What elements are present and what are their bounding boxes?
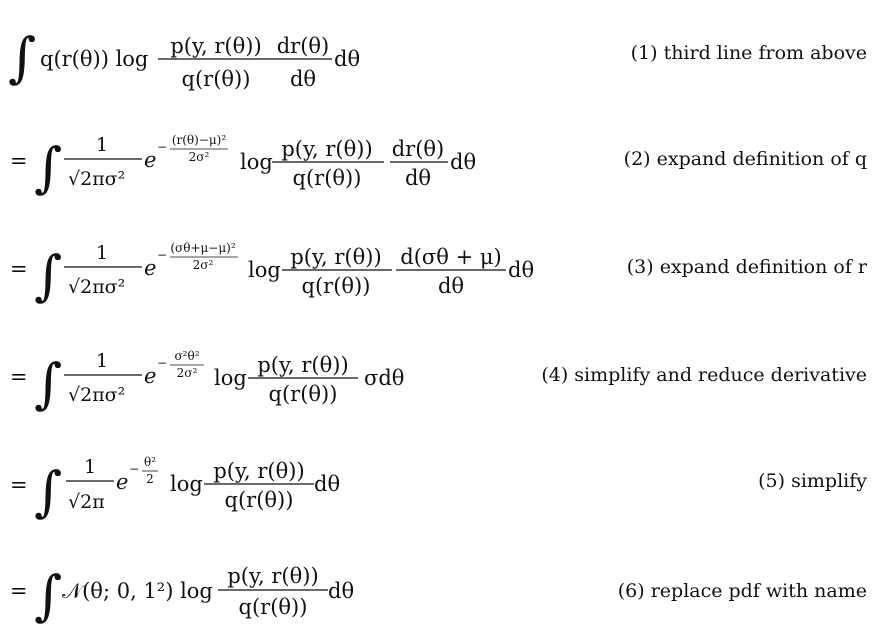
equation-2-label: (2) expand definition of q: [623, 148, 867, 170]
log-denominator: q(r(θ)): [225, 488, 294, 512]
equation-1-tail: dθ: [334, 47, 360, 71]
exp-base: e: [144, 148, 156, 172]
log-numerator: p(y, r(θ)): [257, 353, 348, 377]
equation-1-lead: q(r(θ)) log: [40, 47, 148, 71]
equation-row-4: = ∫ 1 √2πσ² e − σ²θ² 2σ² log p(y, r(θ)) …: [0, 340, 885, 420]
exp-denominator: 2σ²: [189, 150, 210, 164]
equals-sign: =: [10, 365, 28, 389]
exp-base: e: [144, 364, 156, 388]
exp-sign: −: [129, 462, 139, 476]
equation-row-5: = ∫ 1 √2π e − θ² 2 log p(y, r(θ)) q(r(θ)…: [0, 446, 885, 526]
log-numerator: p(y, r(θ)): [227, 564, 318, 588]
log-denominator: q(r(θ)): [269, 382, 338, 406]
density-numerator: 1: [96, 242, 108, 264]
integral-sign: ∫: [34, 564, 62, 627]
equation-4-formula: = ∫ 1 √2πσ² e − σ²θ² 2σ² log p(y, r(θ)) …: [0, 340, 480, 420]
equation-5-tail: dθ: [314, 472, 340, 496]
log-numerator: p(y, r(θ)): [281, 137, 372, 161]
integral-sign: ∫: [8, 26, 36, 89]
log-denominator: q(r(θ)): [239, 595, 308, 619]
exp-base: e: [144, 256, 156, 280]
log-numerator: p(y, r(θ)): [213, 459, 304, 483]
exp-denominator: 2: [146, 472, 154, 486]
density-denominator: √2πσ²: [68, 384, 125, 406]
equation-5-label: (5) simplify: [758, 470, 867, 492]
equals-sign: =: [10, 257, 28, 281]
equation-3-label: (3) expand definition of r: [626, 256, 867, 278]
derivative-denominator: dθ: [290, 67, 316, 91]
equation-6-formula: = ∫ 𝒩(θ; 0, 1²) log p(y, r(θ)) q(r(θ)) d…: [0, 552, 420, 632]
exp-numerator: (σθ+μ−μ)²: [170, 241, 235, 255]
equation-2-lead: log: [240, 150, 273, 174]
density-denominator: √2π: [68, 491, 105, 513]
equals-sign: =: [10, 149, 28, 173]
equation-4-tail: σdθ: [364, 366, 404, 390]
exp-numerator: (r(θ)−μ)²: [172, 133, 227, 147]
equals-sign: =: [10, 473, 28, 497]
equation-row-6: = ∫ 𝒩(θ; 0, 1²) log p(y, r(θ)) q(r(θ)) d…: [0, 552, 885, 632]
equation-4-lead: log: [214, 366, 247, 390]
log-denominator: q(r(θ)): [293, 166, 362, 190]
equation-row-2: = ∫ 1 √2πσ² e − (r(θ)−μ)² 2σ² log p(y, r…: [0, 124, 885, 204]
density-denominator: √2πσ²: [68, 276, 125, 298]
derivative-numerator: dr(θ): [392, 137, 445, 161]
equation-1-formula: ∫ q(r(θ)) log p(y, r(θ)) q(r(θ)) dr(θ) d…: [0, 14, 520, 94]
derivative-numerator: dr(θ): [277, 34, 330, 58]
equation-3-lead: log: [248, 258, 281, 282]
exp-denominator: 2σ²: [177, 366, 198, 380]
equation-row-3: = ∫ 1 √2πσ² e − (σθ+μ−μ)² 2σ² log p(y, r…: [0, 232, 885, 312]
density-numerator: 1: [96, 350, 108, 372]
density-denominator: √2πσ²: [68, 168, 125, 190]
equation-4-label: (4) simplify and reduce derivative: [541, 364, 867, 386]
log-denominator: q(r(θ)): [302, 274, 371, 298]
log-numerator: p(y, r(θ)): [290, 245, 381, 269]
integral-sign: ∫: [34, 136, 62, 199]
equation-2-formula: = ∫ 1 √2πσ² e − (r(θ)−μ)² 2σ² log p(y, r…: [0, 124, 560, 204]
integral-sign: ∫: [34, 352, 62, 415]
derivative-denominator: dθ: [438, 274, 464, 298]
equation-1-label: (1) third line from above: [630, 42, 867, 64]
exp-sign: −: [157, 248, 167, 262]
density-numerator: 1: [96, 134, 108, 156]
equation-5-lead: log: [170, 472, 203, 496]
exp-numerator: σ²θ²: [174, 349, 199, 363]
integral-sign: ∫: [34, 244, 62, 307]
derivative-denominator: dθ: [405, 166, 431, 190]
log-denominator: q(r(θ)): [182, 67, 251, 91]
equation-2-tail: dθ: [450, 150, 476, 174]
equals-sign: =: [10, 579, 28, 603]
equation-3-tail: dθ: [508, 258, 534, 282]
equation-6-tail: dθ: [328, 579, 354, 603]
integral-sign: ∫: [34, 460, 62, 523]
equation-6-label: (6) replace pdf with name: [617, 580, 867, 602]
log-numerator: p(y, r(θ)): [170, 34, 261, 58]
exp-denominator: 2σ²: [193, 258, 214, 272]
equation-3-formula: = ∫ 1 √2πσ² e − (σθ+μ−μ)² 2σ² log p(y, r…: [0, 232, 580, 312]
equation-6-lead: 𝒩(θ; 0, 1²) log: [62, 579, 213, 603]
equation-row-1: ∫ q(r(θ)) log p(y, r(θ)) q(r(θ)) dr(θ) d…: [0, 14, 885, 94]
derivative-numerator: d(σθ + μ): [400, 245, 501, 269]
exp-base: e: [116, 470, 128, 494]
exp-sign: −: [157, 356, 167, 370]
equation-5-formula: = ∫ 1 √2π e − θ² 2 log p(y, r(θ)) q(r(θ)…: [0, 446, 420, 526]
exp-sign: −: [157, 140, 167, 154]
exp-numerator: θ²: [144, 455, 156, 469]
density-numerator: 1: [84, 456, 96, 478]
